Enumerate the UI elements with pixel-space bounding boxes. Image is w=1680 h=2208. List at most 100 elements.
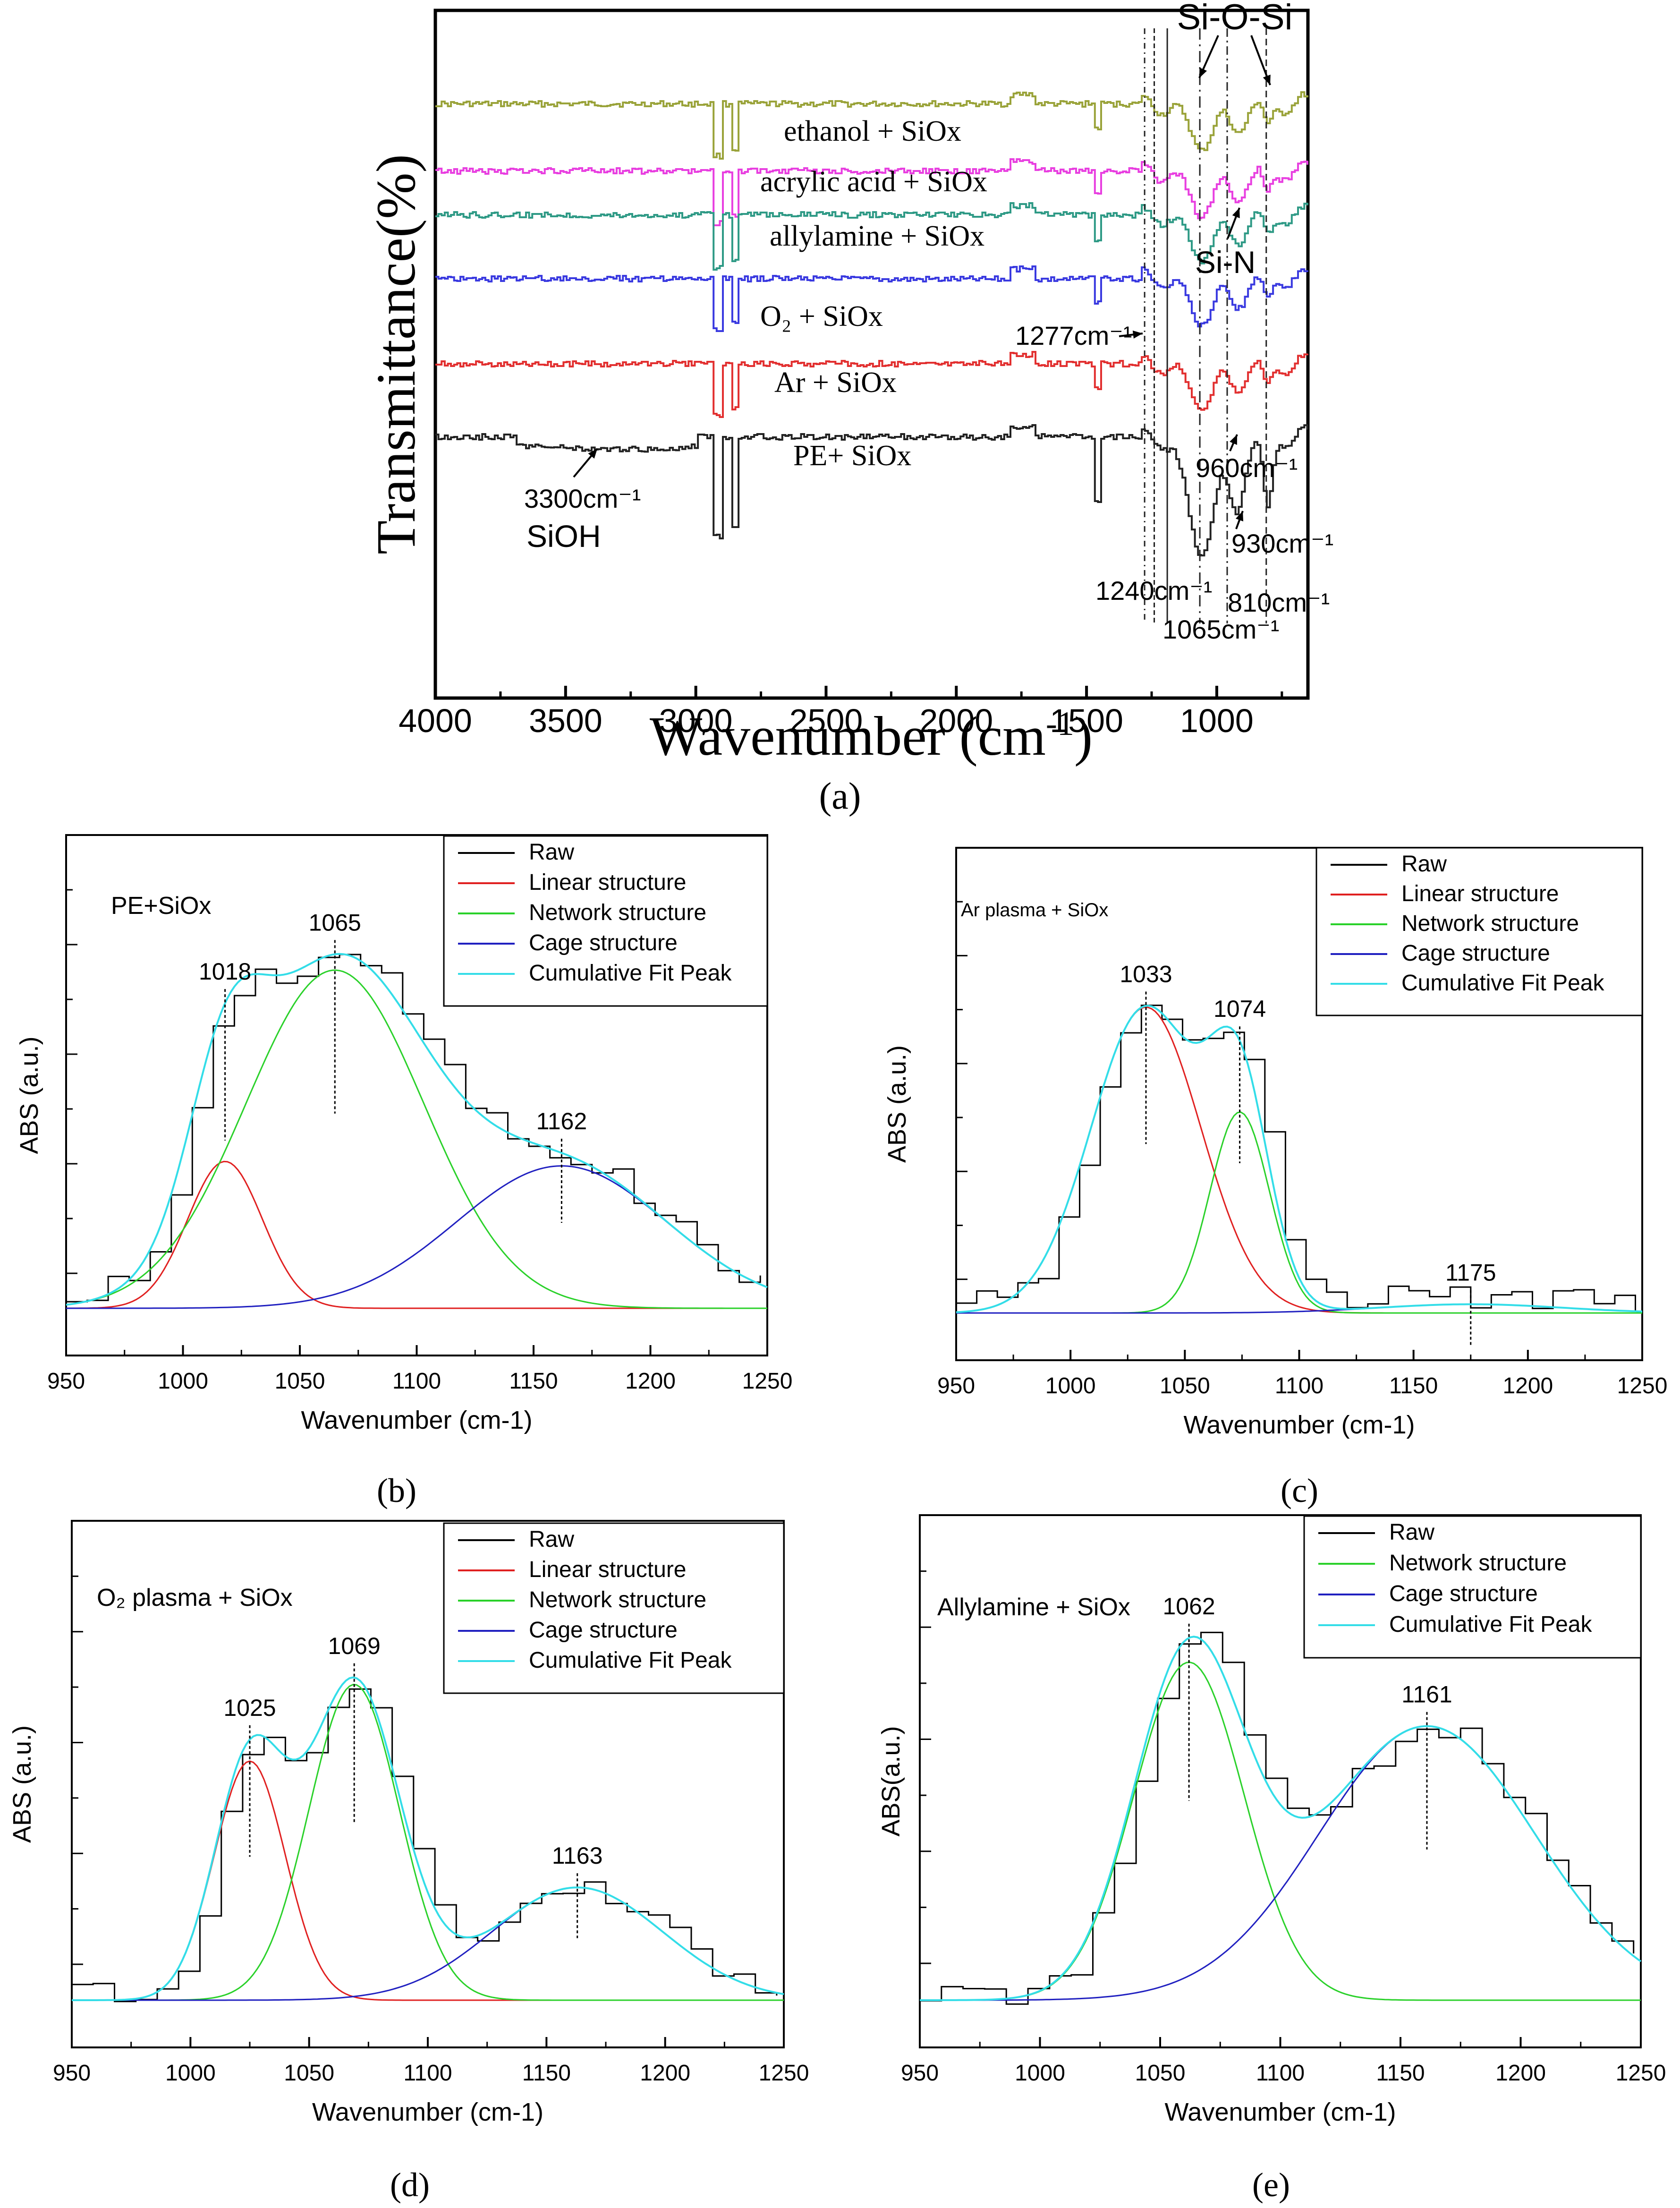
y-axis-label: ABS(a.u.) xyxy=(877,1726,905,1836)
x-tick-label: 1050 xyxy=(1160,1373,1210,1398)
peak-label: 1163 xyxy=(552,1842,603,1869)
panel-letter-c: (c) xyxy=(1281,1472,1318,1509)
y-axis-label: ABS (a.u.) xyxy=(8,1725,36,1843)
legend-box xyxy=(1303,1515,1642,1659)
spectrum-label-0: ethanol + SiOx xyxy=(784,115,961,147)
x-tick-label: 1150 xyxy=(522,2061,571,2086)
legend-label: Raw xyxy=(529,840,574,865)
fit-curve-network-structure xyxy=(72,1684,784,2001)
peak-label: 1175 xyxy=(1445,1260,1496,1286)
fit-curve-linear-structure xyxy=(72,1760,784,2001)
x-axis-label: Wavenumber (cm-1) xyxy=(650,705,1093,767)
x-tick-label: 950 xyxy=(901,2061,939,2086)
annotation-sioh: SiOH xyxy=(526,519,601,554)
x-tick-label: 1150 xyxy=(1389,1373,1438,1398)
x-tick-label: 1000 xyxy=(1015,2061,1065,2086)
x-tick-label: 1150 xyxy=(1376,2061,1425,2086)
panel-c-title: Ar plasma + SiOx xyxy=(961,900,1108,921)
panel-b-title: PE+SiOx xyxy=(111,892,211,920)
arrow-3300-head xyxy=(588,449,597,459)
x-tick-label: 1000 xyxy=(158,1369,208,1394)
x-tick-label: 1200 xyxy=(1502,1373,1553,1398)
x-tick-label: 950 xyxy=(53,2061,91,2086)
fit-curve-cage-structure xyxy=(920,1725,1641,2001)
legend-label: Cage structure xyxy=(1389,1581,1538,1606)
spectrum-label-5: PE+ SiOx xyxy=(793,440,911,472)
x-tick-label: 1200 xyxy=(1495,2061,1546,2086)
x-tick-label: 3500 xyxy=(529,702,602,739)
peak-label: 1062 xyxy=(1162,1593,1215,1620)
annotation-1277: 1277cm⁻¹ xyxy=(1015,321,1132,350)
annotation-810: 810cm⁻¹ xyxy=(1228,588,1330,617)
x-tick-label: 1100 xyxy=(403,2061,452,2086)
legend-box xyxy=(443,835,768,1007)
x-tick-label: 2500 xyxy=(789,702,863,739)
raw-curve xyxy=(72,1688,778,2003)
legend-label: Raw xyxy=(529,1527,574,1552)
raw-curve xyxy=(920,1631,1635,2005)
x-tick-label: 1100 xyxy=(1275,1373,1324,1398)
spectrum-4 xyxy=(435,351,1308,418)
cumulative-fit-curve xyxy=(956,1005,1643,1313)
legend-label: Cumulative Fit Peak xyxy=(529,961,732,986)
x-tick-label: 1250 xyxy=(742,1369,793,1394)
legend-label: Network structure xyxy=(529,900,706,925)
panel-a: 4000 3500 3000 2500 2000 1500 1000 Transmittanc… xyxy=(365,0,1333,817)
annotation-1240: 1240cm⁻¹ xyxy=(1095,576,1212,605)
cumulative-fit-curve xyxy=(920,1636,1642,2001)
fit-curve-network-structure xyxy=(956,1111,1642,1314)
arrow-si-o-si-right-head xyxy=(1263,75,1271,85)
y-axis-label: Transmittance(%) xyxy=(365,154,427,554)
legend-label: Cumulative Fit Peak xyxy=(1389,1612,1592,1637)
x-tick-label: 1250 xyxy=(759,2061,809,2086)
legend-label: Network structure xyxy=(1401,911,1579,936)
legend-label: Cage structure xyxy=(529,930,678,955)
panel-d: 950 1000 1050 1100 1150 1200 1250 Wavenumber (c… xyxy=(8,1520,809,2204)
x-tick-label: 1500 xyxy=(1050,702,1123,739)
x-tick-label: 1000 xyxy=(165,2061,216,2086)
peak-label: 1025 xyxy=(223,1695,276,1721)
legend-label: Linear structure xyxy=(1401,881,1559,906)
legend-label: Raw xyxy=(1389,1520,1434,1545)
x-axis-label: Wavenumber (cm-1) xyxy=(301,1406,532,1434)
x-tick-label: 1000 xyxy=(1045,1373,1096,1398)
annotation-si-n: Si-N xyxy=(1195,245,1256,280)
annotation-960: 960cm⁻¹ xyxy=(1196,453,1298,483)
x-tick-label: 1050 xyxy=(1135,2061,1186,2086)
panel-letter-b: (b) xyxy=(377,1472,416,1509)
legend-label: Cage structure xyxy=(529,1618,678,1643)
legend-label: Cage structure xyxy=(1401,941,1550,966)
x-tick-label: 4000 xyxy=(399,702,472,739)
panel-letter-d: (d) xyxy=(390,2166,430,2204)
peak-label: 1018 xyxy=(199,958,251,985)
legend-label: Cumulative Fit Peak xyxy=(529,1648,732,1673)
x-tick-label: 1050 xyxy=(275,1369,325,1394)
peak-label: 1069 xyxy=(328,1633,381,1659)
annotation-930: 930cm⁻¹ xyxy=(1231,529,1333,558)
x-axis-label: Wavenumber (cm-1) xyxy=(1183,1411,1415,1439)
annotation-3300: 3300cm⁻¹ xyxy=(524,484,641,513)
x-tick-label: 1000 xyxy=(1180,702,1254,739)
panel-b: 950 1000 1050 1100 1150 1200 1250 Wavenumber (c… xyxy=(15,834,793,1509)
x-tick-label: 1100 xyxy=(392,1369,441,1394)
panel-e-title: Allylamine + SiOx xyxy=(937,1594,1130,1621)
panel-c: 950 1000 1050 1100 1150 1200 1250 Wavenumber (c… xyxy=(883,847,1667,1509)
x-tick-label: 3000 xyxy=(659,702,733,739)
peak-label: 1033 xyxy=(1120,961,1172,988)
x-tick-label: 2000 xyxy=(919,702,993,739)
x-axis-label-exponent: -1 xyxy=(1046,705,1074,742)
x-tick-label: 1200 xyxy=(625,1369,676,1394)
annotation-si-o-si: Si-O-Si xyxy=(1177,0,1293,37)
peak-label: 1074 xyxy=(1213,996,1266,1022)
legend-label: Linear structure xyxy=(529,870,687,895)
arrow-930-head xyxy=(1235,511,1244,521)
cumulative-fit-curve xyxy=(66,953,768,1306)
annotation-1065: 1065cm⁻¹ xyxy=(1162,614,1279,644)
spectrum-label-2: allylamine + SiOx xyxy=(770,220,984,252)
x-tick-label: 1200 xyxy=(640,2061,690,2086)
legend-box xyxy=(443,1522,785,1694)
legend-box xyxy=(1315,847,1643,1016)
arrow-si-o-si-left-head xyxy=(1199,68,1207,78)
spectrum-2 xyxy=(435,202,1308,271)
